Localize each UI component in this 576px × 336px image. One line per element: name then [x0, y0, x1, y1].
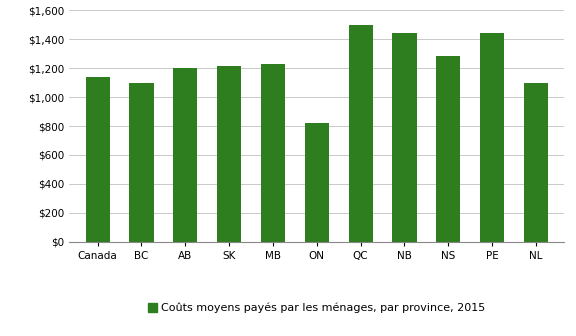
Bar — [305, 123, 329, 242]
Bar — [86, 78, 109, 242]
Bar — [173, 68, 198, 242]
Bar — [130, 83, 154, 242]
Legend: Coûts moyens payés par les ménages, par province, 2015: Coûts moyens payés par les ménages, par … — [143, 298, 490, 318]
Bar — [524, 83, 548, 242]
Bar — [480, 33, 504, 242]
Bar — [348, 25, 373, 242]
Bar — [436, 56, 460, 242]
Bar — [392, 33, 416, 242]
Bar — [261, 64, 285, 242]
Bar — [217, 66, 241, 242]
